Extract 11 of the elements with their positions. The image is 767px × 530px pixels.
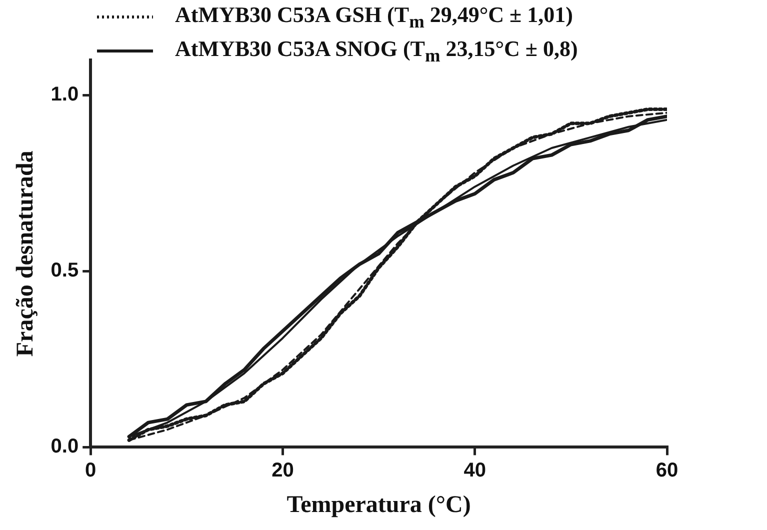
y-tick-label: 0.5 (50, 260, 79, 282)
y-axis-title: Fração desnaturada (12, 150, 39, 357)
legend-label: AtMYB30 C53A SNOG (T$_{m}$ 23,15°C ± 0,8) (175, 36, 578, 66)
x-tick-label: 0 (85, 460, 96, 482)
x-axis-title: Temperatura (°C) (286, 492, 471, 518)
y-tick-label: 0.0 (50, 436, 79, 458)
legend-label: AtMYB30 C53A GSH (T$_{m}$ 29,49°C ± 1,01) (175, 2, 573, 32)
x-tick-label: 40 (464, 460, 486, 482)
y-tick-label: 1.0 (50, 84, 79, 106)
x-tick-label: 60 (656, 460, 678, 482)
x-tick-label: 20 (272, 460, 294, 482)
